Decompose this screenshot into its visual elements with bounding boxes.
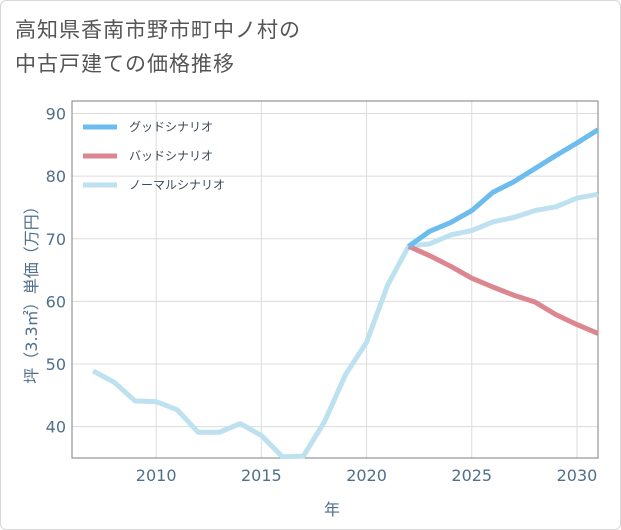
chart-title: 高知県香南市野市町中ノ村の 中古戸建ての価格推移 (15, 13, 301, 81)
x-tick-label: 2030 (557, 466, 598, 485)
legend-label-good: グッドシナリオ (129, 120, 213, 134)
y-tick-label: 90 (46, 105, 66, 124)
x-tick-label: 2015 (241, 466, 282, 485)
x-axis-label: 年 (324, 500, 340, 519)
y-tick-label: 80 (46, 167, 66, 186)
series-line-normal (91, 191, 599, 460)
y-tick-label: 70 (46, 230, 66, 249)
x-tick-label: 2025 (451, 466, 492, 485)
y-tick-label: 50 (46, 355, 66, 374)
chart-title-line-1: 高知県香南市野市町中ノ村の (15, 18, 301, 42)
y-axis-ticks: 40 50 60 70 80 90 (46, 105, 66, 437)
x-axis-ticks: 2010 2015 2020 2025 2030 (136, 466, 598, 485)
legend-label-bad: バッドシナリオ (129, 149, 213, 163)
plot-frame (71, 100, 599, 459)
grid (72, 101, 598, 458)
y-tick-label: 40 (46, 418, 66, 437)
y-axis-label: 坪（3.3㎡）単価（万円） (22, 198, 41, 383)
x-tick-label: 2020 (346, 466, 387, 485)
series-line-good (407, 127, 600, 249)
legend-label-normal: ノーマルシナリオ (129, 178, 225, 192)
x-tick-label: 2010 (136, 466, 177, 485)
chart-title-line-2: 中古戸建ての価格推移 (15, 52, 235, 76)
y-tick-label: 60 (46, 292, 66, 311)
series-line-bad (407, 244, 599, 336)
series-lines (91, 127, 600, 460)
